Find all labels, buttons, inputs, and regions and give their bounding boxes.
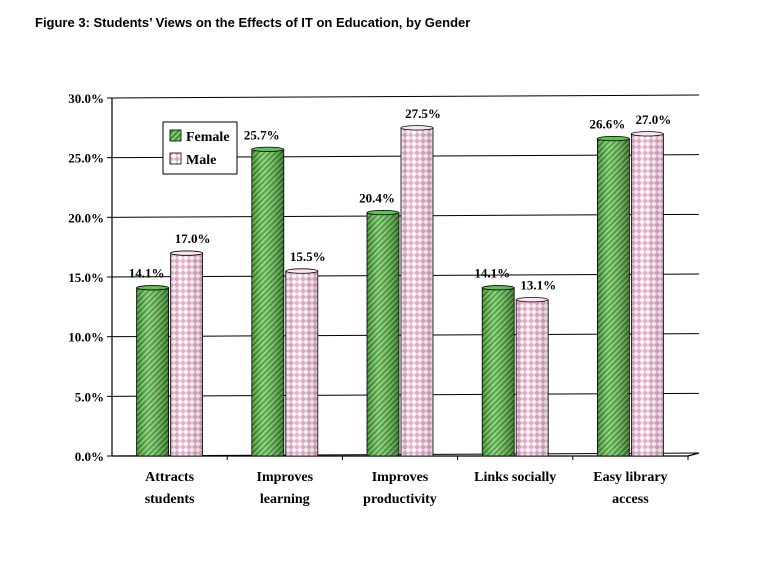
bar-cap — [366, 209, 400, 216]
bar-cap — [481, 285, 515, 291]
bar-female — [251, 146, 285, 457]
bar-male — [170, 250, 204, 457]
legend-swatch-female — [169, 129, 182, 142]
bar-cap — [515, 297, 549, 303]
bar-shading — [285, 271, 318, 456]
data-label: 14.1% — [474, 266, 510, 281]
data-label: 27.0% — [636, 112, 672, 127]
data-label: 13.1% — [520, 278, 556, 293]
bar-male — [515, 297, 549, 457]
bar-shading — [597, 138, 630, 456]
data-label: 15.5% — [290, 249, 326, 264]
bar-cap — [170, 250, 204, 256]
bar-female — [136, 285, 170, 457]
chart-bars — [136, 125, 664, 457]
x-tick-label-line: students — [145, 492, 195, 507]
x-tick-label-line: Easy library — [593, 470, 667, 485]
y-tick-label: 20.0% — [68, 210, 104, 225]
x-tick-label: Links socially — [474, 470, 556, 485]
x-tick-label-line: learning — [260, 492, 310, 507]
x-tick-label: Easy library access — [593, 470, 667, 507]
x-tick-label: Attracts students — [145, 470, 195, 507]
y-tick-label: 25.0% — [68, 151, 104, 166]
legend-label-female: Female — [186, 130, 230, 145]
bar-cap — [285, 268, 319, 274]
bar-shading — [482, 287, 515, 456]
page-title: Figure 3: Students’ Views on the Effects… — [35, 15, 471, 30]
legend-swatch-male — [169, 152, 182, 165]
gridline — [111, 94, 700, 99]
bar-shading — [401, 127, 433, 456]
bar-female — [366, 209, 400, 457]
data-label: 14.1% — [129, 266, 165, 281]
x-tick-label-line: Improves — [257, 470, 314, 485]
bar-cap — [136, 285, 170, 291]
x-tick-label-line: Links socially — [474, 470, 556, 485]
y-tick-label: 15.0% — [68, 270, 104, 285]
y-tick-label: 5.0% — [75, 389, 104, 404]
bar-male — [285, 268, 319, 457]
bar-female — [481, 285, 515, 457]
bar-male — [631, 131, 664, 457]
data-label: 17.0% — [175, 231, 211, 246]
bar-female — [597, 135, 630, 457]
bar-shading — [136, 287, 169, 456]
bar-shading — [631, 133, 664, 457]
x-tick-label-line: Improves — [372, 470, 429, 485]
x-tick-label: Improves productivity — [363, 470, 437, 507]
bar-shading — [516, 299, 549, 456]
bar-shading — [367, 212, 399, 456]
bar-cap — [597, 135, 630, 142]
data-label: 25.7% — [244, 127, 280, 142]
data-label: 26.6% — [590, 117, 626, 132]
x-tick-label-line: productivity — [363, 492, 437, 507]
x-tick-label-line: Attracts — [145, 470, 195, 485]
data-label: 20.4% — [359, 191, 395, 206]
bar-cap — [251, 146, 285, 152]
bar-cap — [400, 125, 434, 131]
bar-cap — [631, 131, 664, 137]
x-tick-label: Improves learning — [257, 470, 314, 507]
bar-shading — [251, 149, 284, 456]
y-tick-label: 10.0% — [68, 330, 104, 345]
chart-legend: Female Male — [162, 121, 238, 175]
legend-label-male: Male — [186, 153, 216, 168]
x-tick-label-line: access — [612, 492, 649, 507]
data-label: 27.5% — [405, 106, 441, 121]
bar-shading — [170, 253, 203, 456]
y-tick-label: 0.0% — [75, 449, 104, 464]
bar-male — [400, 125, 434, 457]
chart-labels: 14.1% 17.0% 25.7% 15.5% 20.4% 27.5% 14.1% 13.1%… — [129, 106, 672, 293]
x-axis-depth-line — [687, 452, 700, 457]
y-tick-label: 30.0% — [68, 91, 104, 106]
